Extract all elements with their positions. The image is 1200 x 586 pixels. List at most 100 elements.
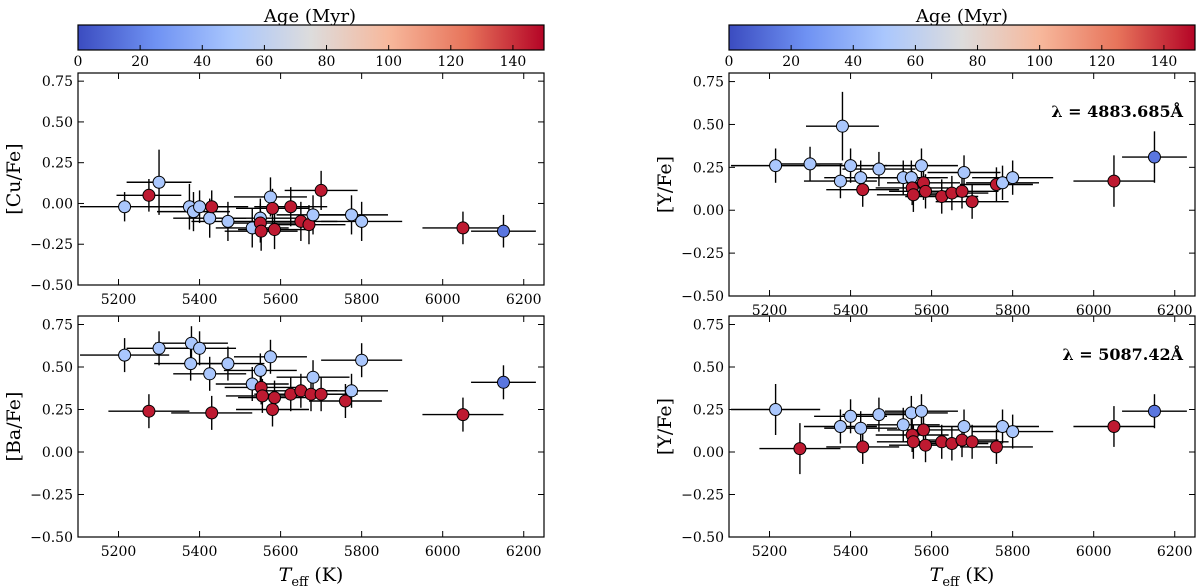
data-point — [142, 188, 156, 202]
x-tick-label: 5400 — [182, 292, 218, 308]
x-axis-label: Teff (K) — [930, 564, 995, 586]
data-point — [844, 409, 858, 423]
y-tick-label: 0.25 — [42, 403, 73, 419]
data-point — [856, 440, 870, 454]
data-point — [1107, 420, 1121, 433]
x-tick-label: 5600 — [914, 544, 950, 560]
data-point — [1006, 171, 1020, 185]
y-tick-label: 0.25 — [693, 160, 724, 176]
data-point — [835, 119, 849, 133]
data-point — [338, 394, 352, 408]
data-point — [205, 200, 219, 214]
data-point — [996, 176, 1010, 190]
data-point — [355, 353, 369, 367]
y-tick-label: 0.50 — [693, 117, 724, 133]
y-tick-label: 0.50 — [693, 360, 724, 376]
data-point — [856, 183, 870, 197]
y-axis-label: [Ba/Fe] — [3, 392, 25, 462]
markers — [118, 175, 510, 238]
data-point — [957, 165, 971, 179]
x-tick-label: 6200 — [1157, 303, 1193, 319]
data-point — [205, 406, 219, 420]
colorbar-tick-label: 40 — [844, 54, 862, 70]
markers — [769, 119, 1161, 209]
colorbar-tick-label: 100 — [1026, 54, 1053, 70]
data-point — [268, 223, 282, 237]
x-tick-label: 5800 — [344, 544, 380, 560]
y-axis-label: [Y/Fe] — [654, 398, 676, 455]
data-point — [221, 357, 235, 371]
data-point — [152, 341, 166, 355]
data-point — [906, 435, 920, 449]
colorbar-tick-label: 140 — [1151, 54, 1178, 70]
data-point — [914, 159, 928, 173]
data-point — [496, 375, 510, 389]
data-point — [193, 200, 207, 214]
colorbar-tick-label: 120 — [1088, 54, 1115, 70]
plot-frame — [77, 315, 545, 538]
y-tick-label: 0.75 — [693, 318, 724, 334]
colorbar-tick-label: 80 — [969, 54, 987, 70]
y-tick-label: −0.50 — [681, 530, 724, 546]
data-point — [184, 357, 198, 371]
data-point — [906, 188, 920, 202]
y-tick-label: −0.25 — [681, 246, 724, 262]
y-tick-label: 0.75 — [42, 318, 73, 334]
x-tick-label: 5200 — [752, 303, 788, 319]
colorbar-right-gradient — [728, 24, 1196, 51]
colorbar-tick-label: 140 — [500, 54, 527, 70]
data-point — [803, 157, 817, 171]
markers — [118, 336, 510, 422]
colorbar-tick-label: 60 — [906, 54, 924, 70]
y-tick-label: −0.25 — [30, 237, 73, 253]
colorbar-tick-label: 0 — [725, 54, 734, 70]
y-tick-label: −0.25 — [681, 488, 724, 504]
x-tick-label: 5200 — [752, 544, 788, 560]
data-point — [456, 408, 470, 422]
data-point — [203, 367, 217, 381]
plot-frame — [728, 72, 1196, 297]
x-tick-label: 5800 — [344, 292, 380, 308]
data-point — [1006, 425, 1020, 439]
colorbar-tick-label: 80 — [318, 54, 336, 70]
data-point — [769, 159, 783, 173]
x-tick-label: 5600 — [263, 292, 299, 308]
y-axis-label: [Cu/Fe] — [3, 143, 25, 214]
y-tick-label: 0.00 — [42, 445, 73, 461]
data-point — [268, 391, 282, 405]
data-point — [1107, 174, 1121, 188]
x-tick-label: 5600 — [263, 544, 299, 560]
colorbar-left-gradient — [77, 24, 545, 51]
panel-ba-fe: 5200 5400 5600 5800 6000 6200 −0.50 −0.25 0.00 0.… — [3, 315, 545, 586]
data-point — [854, 421, 868, 435]
data-point — [919, 438, 933, 452]
x-tick-label: 5200 — [101, 292, 137, 308]
x-tick-label: 5400 — [833, 303, 869, 319]
x-tick-label: 6000 — [425, 544, 461, 560]
data-point — [965, 435, 979, 449]
colorbar-tick-label: 0 — [74, 54, 83, 70]
y-tick-label: 0.75 — [42, 74, 73, 90]
y-tick-label: 0.00 — [693, 203, 724, 219]
panel-y-fe-4883: 5200 5400 5600 5800 6000 6200 −0.50 −0.25 0.00 0.… — [654, 72, 1196, 319]
y-tick-label: 0.00 — [42, 196, 73, 212]
data-point — [193, 341, 207, 355]
y-tick-label: −0.50 — [30, 278, 73, 294]
data-point — [314, 387, 328, 401]
colorbar-tick-label: 60 — [255, 54, 273, 70]
x-tick-label: 5600 — [914, 303, 950, 319]
data-point — [896, 418, 910, 432]
x-tick-label: 5400 — [182, 544, 218, 560]
x-axis-label: Teff (K) — [279, 564, 344, 586]
x-tick-label: 6000 — [1076, 544, 1112, 560]
data-point — [314, 183, 328, 197]
x-tick-label: 5400 — [833, 544, 869, 560]
x-tick-label: 6000 — [425, 292, 461, 308]
y-tick-label: −0.50 — [681, 289, 724, 305]
data-point — [284, 200, 298, 214]
data-point — [355, 214, 369, 228]
data-point — [345, 208, 359, 222]
colorbar-tick-label: 120 — [437, 54, 464, 70]
x-tick-label: 5200 — [101, 544, 137, 560]
